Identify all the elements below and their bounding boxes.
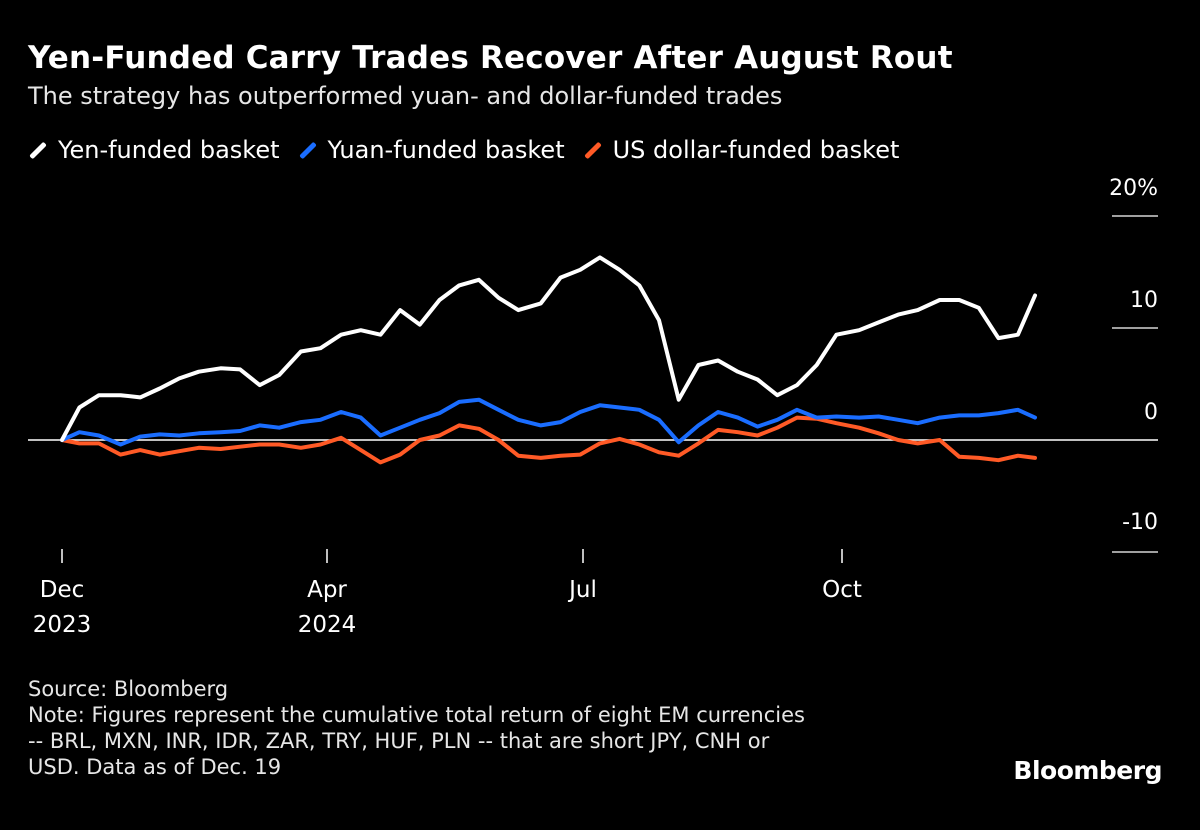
x-tick-label: Dec 2023 bbox=[32, 577, 92, 638]
series-line-yuan bbox=[60, 397, 1037, 447]
legend-item-usd: US dollar-funded basket bbox=[583, 136, 900, 164]
legend-item-yuan: Yuan-funded basket bbox=[298, 136, 565, 164]
y-tick-label: 10 bbox=[1130, 288, 1158, 313]
source-text: Source: Bloomberg bbox=[28, 677, 229, 701]
note-text: Note: Figures represent the cumulative t… bbox=[28, 703, 805, 779]
x-tick-label: Jul bbox=[569, 577, 597, 603]
legend-label-yuan: Yuan-funded basket bbox=[327, 136, 565, 164]
series-line-yen bbox=[60, 255, 1037, 442]
y-tick-label: 0 bbox=[1144, 400, 1158, 425]
legend: Yen-funded basket Yuan-funded basket US … bbox=[28, 136, 899, 164]
legend-label-usd: US dollar-funded basket bbox=[612, 136, 900, 164]
chart-title: Yen-Funded Carry Trades Recover After Au… bbox=[28, 40, 953, 76]
x-tick-label: Oct bbox=[822, 577, 862, 603]
series-line-usd bbox=[60, 415, 1037, 465]
chart-subtitle: The strategy has outperformed yuan- and … bbox=[28, 82, 783, 110]
bloomberg-logo: Bloomberg bbox=[1013, 756, 1162, 785]
x-tick-label: Apr 2024 bbox=[297, 577, 357, 638]
notes: Source: Bloomberg Note: Figures represent… bbox=[28, 676, 805, 780]
legend-label-yen: Yen-funded basket bbox=[58, 136, 280, 164]
legend-item-yen: Yen-funded basket bbox=[28, 136, 280, 164]
y-tick-label: -10 bbox=[1122, 510, 1158, 535]
y-tick-label: 20% bbox=[1109, 176, 1158, 201]
